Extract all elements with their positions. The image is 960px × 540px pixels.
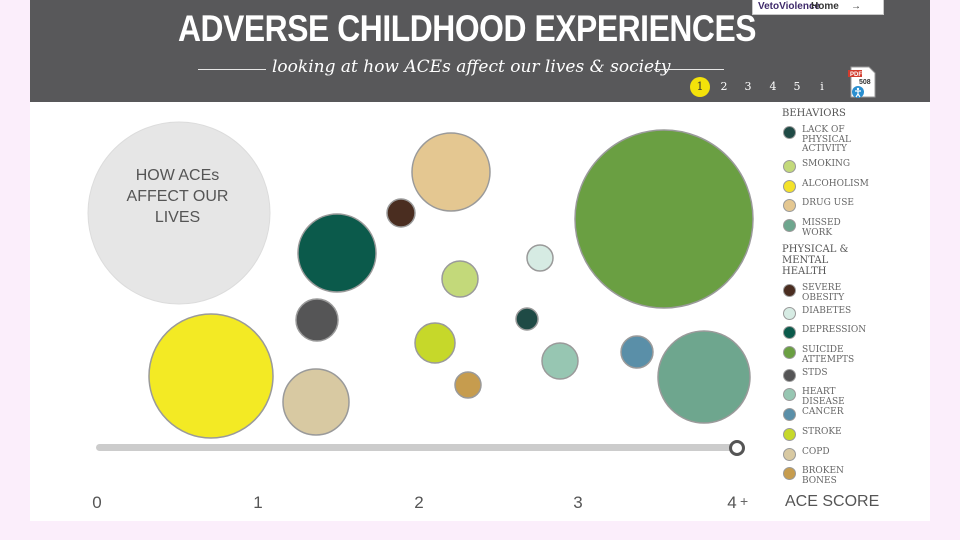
legend-label: DEPRESSION <box>802 325 867 335</box>
axis-tick-2: 2 <box>414 493 424 512</box>
legend-label: BROKEN BONES <box>802 466 844 486</box>
smoking-bubble[interactable] <box>441 260 479 298</box>
how-aces-label: HOW ACEs AFFECT OUR LIVES <box>126 167 229 226</box>
subtitle-row: looking at how ACEs affect our lives & s… <box>198 57 738 83</box>
page-1-button[interactable]: 1 <box>690 77 710 97</box>
legend-behaviors-title: BEHAVIORS <box>782 108 846 119</box>
legend-label: DIABETES <box>802 306 852 316</box>
stds-bubble[interactable] <box>295 298 339 342</box>
legend-swatch <box>783 448 796 461</box>
legend-label: STDS <box>802 368 828 378</box>
app-frame: ADVERSE CHILDHOOD EXPERIENCES looking at… <box>30 0 930 521</box>
axis-tick-4: 4 <box>727 493 737 512</box>
broken-bones-bubble[interactable] <box>454 371 482 399</box>
page-title: ADVERSE CHILDHOOD EXPERIENCES <box>178 8 757 49</box>
subtitle-rule-right <box>654 69 724 70</box>
legend-swatch <box>783 199 796 212</box>
svg-text:PDF: PDF <box>850 72 862 78</box>
legend-swatch <box>783 326 796 339</box>
bubble-plot <box>87 121 754 439</box>
subtitle: looking at how ACEs affect our lives & s… <box>272 57 671 77</box>
page-5-button[interactable]: 5 <box>793 80 801 93</box>
legend-swatch <box>783 388 796 401</box>
legend-label: SMOKING <box>802 159 851 169</box>
legend-swatch <box>783 307 796 320</box>
lack-of-physical-activity-bubble[interactable] <box>515 307 539 331</box>
legend-swatch <box>783 346 796 359</box>
page-4-button[interactable]: 4 <box>769 80 777 93</box>
diabetes-bubble[interactable] <box>526 244 554 272</box>
axis-tick-0: 0 <box>92 493 102 512</box>
alcoholism-bubble[interactable] <box>148 313 274 439</box>
copd-bubble[interactable] <box>282 368 350 436</box>
axis-tick-plus: + <box>740 493 749 509</box>
missed-work-bubble[interactable] <box>657 330 751 424</box>
legend-label: COPD <box>802 447 830 457</box>
legend-label: DRUG USE <box>802 198 854 208</box>
page-3-button[interactable]: 3 <box>744 80 752 93</box>
legend-label: MISSED WORK <box>802 218 841 238</box>
legend-swatch <box>783 428 796 441</box>
legend-label: CANCER <box>802 407 844 417</box>
legend-swatch <box>783 219 796 232</box>
legend-label: LACK OF PHYSICAL ACTIVITY <box>802 125 851 154</box>
depression-bubble[interactable] <box>297 213 377 293</box>
header-bar: ADVERSE CHILDHOOD EXPERIENCES looking at… <box>30 0 930 102</box>
drug-use-bubble[interactable] <box>411 132 491 212</box>
ace-score-slider-handle[interactable] <box>729 440 745 456</box>
legend-label: ALCOHOLISM <box>802 179 869 189</box>
axis-tick-1: 1 <box>253 493 263 512</box>
legend-swatch <box>783 284 796 297</box>
legend-panel: BEHAVIORS LACK OF PHYSICAL ACTIVITY SMOKI… <box>780 108 930 485</box>
page-2-button[interactable]: 2 <box>720 80 728 93</box>
legend-label: SEVERE OBESITY <box>802 283 845 303</box>
legend-label: STROKE <box>802 427 842 437</box>
heart-disease-bubble[interactable] <box>541 342 579 380</box>
cancer-bubble[interactable] <box>620 335 654 369</box>
legend-swatch <box>783 467 796 480</box>
severe-obesity-bubble[interactable] <box>386 198 416 228</box>
subtitle-rule-left <box>198 69 266 70</box>
legend-label: SUICIDE ATTEMPTS <box>802 345 855 365</box>
legend-label: HEART DISEASE <box>802 387 845 407</box>
suicide-attempts-bubble[interactable] <box>574 129 754 309</box>
legend-swatch <box>783 369 796 382</box>
legend-swatch <box>783 180 796 193</box>
ace-score-axis-label: ACE SCORE <box>785 493 880 510</box>
legend-swatch <box>783 408 796 421</box>
ace-score-slider-track[interactable] <box>96 444 739 451</box>
stroke-bubble[interactable] <box>414 322 456 364</box>
legend-swatch <box>783 160 796 173</box>
how-aces-circle[interactable] <box>87 121 271 305</box>
vetoviolence-logo: VetoViolence <box>758 1 821 12</box>
legend-health-title: PHYSICAL & MENTAL HEALTH <box>782 244 849 277</box>
pdf-508-download-icon[interactable]: PDF 508 <box>847 66 877 98</box>
legend-swatch <box>783 126 796 139</box>
pdf-508-label: 508 <box>859 79 871 86</box>
vetoviolence-home-link[interactable]: VetoViolence Home → <box>752 0 884 15</box>
axis-tick-3: 3 <box>573 493 583 512</box>
info-button[interactable]: i <box>820 80 824 93</box>
home-link-label: Home <box>811 1 839 12</box>
arrow-right-icon: → <box>851 1 861 12</box>
